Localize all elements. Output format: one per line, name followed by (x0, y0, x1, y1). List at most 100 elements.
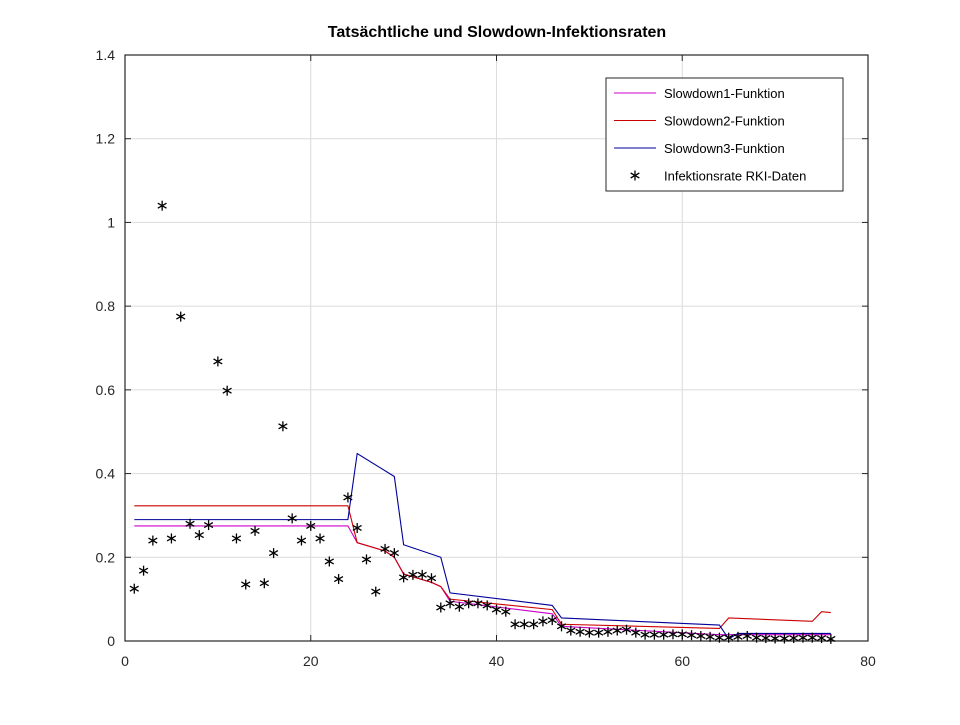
marker-stroke (157, 202, 167, 209)
marker-stroke (659, 631, 669, 638)
marker-stroke (631, 629, 641, 636)
data-point (789, 633, 799, 644)
marker-stroke (296, 537, 307, 544)
marker-stroke (696, 632, 706, 640)
axes: 0 20 40 60 80 0 0.2 0.4 0.6 0.8 1 1.2 1.4 (96, 47, 876, 669)
marker-stroke (194, 532, 204, 539)
data-point (138, 565, 149, 576)
marker-stroke (473, 600, 483, 607)
data-point (621, 624, 632, 635)
y-tick-label: 0.2 (96, 549, 116, 565)
data-point (547, 615, 557, 626)
marker-stroke (445, 600, 455, 607)
data-point (519, 619, 530, 630)
data-point (742, 630, 752, 641)
marker-stroke (630, 172, 640, 179)
data-point (714, 632, 725, 643)
data-point (436, 602, 446, 613)
marker-stroke (798, 634, 808, 641)
marker-stroke (807, 634, 817, 641)
marker-stroke (398, 574, 409, 581)
data-point (417, 569, 427, 580)
data-point (426, 573, 437, 584)
marker-stroke (436, 604, 446, 611)
marker-stroke (408, 571, 418, 578)
data-point (454, 601, 465, 612)
marker-stroke (371, 588, 381, 595)
data-point (538, 616, 548, 627)
marker-stroke (454, 603, 465, 610)
data-point (250, 525, 260, 536)
marker-stroke (761, 635, 771, 642)
marker-stroke (751, 634, 762, 641)
data-point (677, 629, 687, 640)
data-point (603, 626, 613, 637)
data-point (473, 598, 483, 609)
marker-stroke (333, 575, 344, 583)
marker-stroke (724, 634, 734, 641)
marker-stroke (593, 629, 604, 636)
data-point (352, 522, 362, 533)
data-point (333, 574, 344, 585)
data-point (761, 633, 771, 644)
marker-stroke (826, 635, 836, 642)
data-point (751, 632, 762, 643)
data-point (157, 200, 167, 211)
marker-stroke (668, 631, 678, 638)
data-point (166, 533, 177, 544)
marker-stroke (677, 631, 687, 638)
x-tick-label: 40 (489, 653, 505, 669)
y-tick-label: 0.4 (96, 466, 116, 482)
data-point (398, 572, 409, 583)
data-point (733, 631, 743, 642)
data-point (203, 520, 214, 531)
data-point (278, 421, 288, 432)
marker-stroke (621, 626, 632, 633)
legend-label: Slowdown2-Funktion (664, 114, 785, 129)
marker-stroke (733, 633, 743, 640)
marker-stroke (241, 581, 251, 588)
y-tick-label: 1.4 (96, 47, 116, 63)
data-point (296, 535, 307, 546)
marker-stroke (649, 631, 660, 638)
data-point (584, 627, 595, 638)
legend-label: Infektionsrate RKI-Daten (664, 169, 806, 184)
marker-stroke (501, 608, 511, 615)
data-point (631, 627, 641, 638)
data-point (176, 311, 186, 322)
legend-marker-swatch (630, 170, 640, 181)
data-point (575, 626, 585, 637)
data-point (705, 631, 715, 642)
marker-stroke (166, 535, 177, 542)
data-point (222, 385, 232, 396)
legend: Slowdown1-Funktion Slowdown2-Funktion Slow… (605, 77, 844, 192)
marker-stroke (176, 313, 186, 320)
data-point (668, 629, 678, 640)
marker-stroke (575, 628, 585, 635)
data-point (807, 632, 817, 643)
marker-stroke (417, 571, 427, 578)
marker-stroke (213, 358, 223, 365)
marker-stroke (231, 535, 242, 542)
marker-stroke (361, 556, 372, 563)
marker-stroke (612, 627, 622, 634)
marker-stroke (742, 632, 752, 640)
marker-stroke (222, 387, 232, 394)
marker-stroke (491, 606, 502, 613)
data-point (361, 554, 372, 565)
series-line-slowdown2-funktion (134, 505, 831, 629)
y-tick-label: 1 (107, 214, 115, 230)
marker-stroke (463, 600, 474, 607)
data-point (566, 625, 576, 636)
data-point (770, 633, 780, 644)
data-point (259, 578, 269, 589)
marker-stroke (380, 545, 390, 552)
data-point (686, 630, 697, 641)
data-point (324, 556, 334, 567)
marker-stroke (343, 494, 353, 501)
marker-stroke (547, 617, 557, 624)
data-point (343, 492, 353, 503)
marker-stroke (389, 550, 400, 557)
marker-stroke (482, 602, 492, 609)
